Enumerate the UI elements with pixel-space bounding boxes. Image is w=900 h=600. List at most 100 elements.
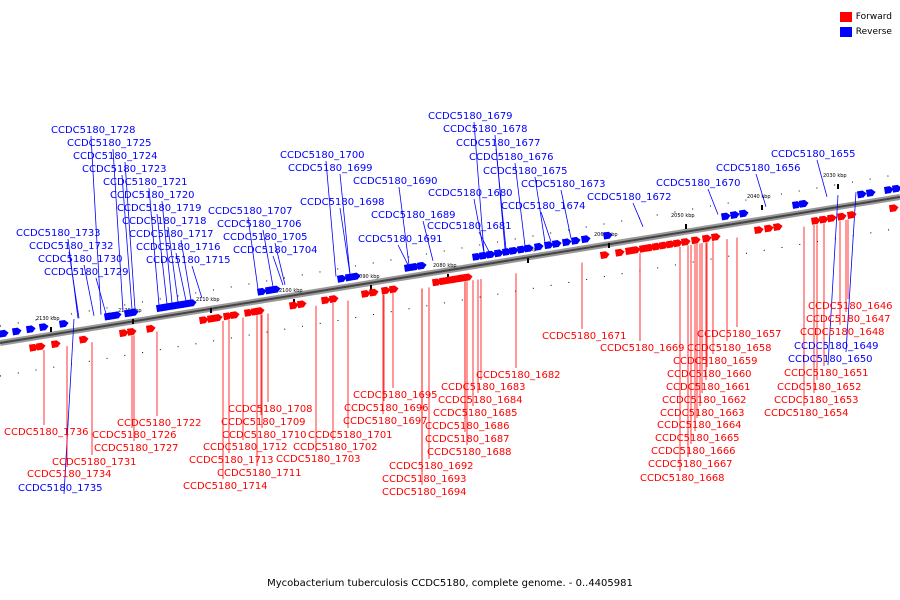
gene-label[interactable]: CCDC5180_1712 — [203, 442, 288, 453]
gene-label[interactable]: CCDC5180_1646 — [808, 301, 893, 312]
reverse-gene-arrow[interactable] — [350, 272, 361, 281]
gene-label[interactable]: CCDC5180_1658 — [687, 343, 772, 354]
reverse-gene-arrow[interactable] — [508, 246, 519, 255]
forward-gene-arrow[interactable] — [614, 248, 625, 257]
reverse-gene-arrow[interactable] — [11, 327, 22, 336]
forward-gene-arrow[interactable] — [222, 312, 233, 321]
gene-label[interactable]: CCDC5180_1718 — [122, 216, 207, 227]
forward-gene-arrow[interactable] — [288, 301, 299, 310]
forward-gene-arrow[interactable] — [431, 278, 442, 287]
forward-gene-arrow[interactable] — [328, 295, 339, 304]
gene-label[interactable]: CCDC5180_1728 — [51, 125, 136, 136]
gene-label[interactable]: CCDC5180_1724 — [73, 151, 158, 162]
gene-label[interactable]: CCDC5180_1736 — [4, 427, 89, 438]
reverse-gene-arrow[interactable] — [865, 189, 876, 197]
forward-gene-arrow[interactable] — [630, 246, 641, 255]
forward-gene-arrow[interactable] — [599, 251, 610, 260]
reverse-gene-arrow[interactable] — [25, 325, 36, 334]
reverse-gene-arrow[interactable] — [186, 299, 197, 308]
forward-gene-arrow[interactable] — [836, 212, 847, 221]
gene-label[interactable]: CCDC5180_1660 — [667, 369, 752, 380]
forward-gene-arrow[interactable] — [753, 226, 764, 235]
gene-label[interactable]: CCDC5180_1664 — [657, 420, 742, 431]
gene-label[interactable]: CCDC5180_1667 — [648, 459, 733, 470]
gene-label[interactable]: CCDC5180_1694 — [382, 487, 467, 498]
gene-label[interactable]: CCDC5180_1665 — [655, 433, 740, 444]
gene-label[interactable]: CCDC5180_1703 — [276, 454, 361, 465]
gene-label[interactable]: CCDC5180_1687 — [425, 434, 510, 445]
forward-gene-arrow[interactable] — [78, 335, 89, 344]
reverse-gene-arrow[interactable] — [570, 236, 581, 245]
reverse-gene-arrow[interactable] — [561, 238, 572, 247]
gene-label[interactable]: CCDC5180_1668 — [640, 473, 725, 484]
gene-label[interactable]: CCDC5180_1717 — [129, 229, 214, 240]
gene-label[interactable]: CCDC5180_1708 — [228, 404, 313, 415]
forward-gene-arrow[interactable] — [254, 307, 265, 316]
reverse-gene-arrow[interactable] — [493, 249, 504, 258]
reverse-gene-arrow[interactable] — [256, 287, 267, 296]
reverse-gene-arrow[interactable] — [602, 231, 613, 240]
gene-label[interactable]: CCDC5180_1678 — [443, 124, 528, 135]
forward-gene-arrow[interactable] — [644, 243, 655, 252]
gene-label[interactable]: CCDC5180_1690 — [353, 176, 438, 187]
reverse-gene-arrow[interactable] — [533, 242, 544, 251]
gene-label[interactable]: CCDC5180_1673 — [521, 179, 606, 190]
forward-gene-arrow[interactable] — [651, 242, 662, 251]
gene-label[interactable]: CCDC5180_1699 — [288, 163, 373, 174]
gene-label[interactable]: CCDC5180_1709 — [221, 417, 306, 428]
forward-gene-arrow[interactable] — [763, 224, 774, 233]
gene-label[interactable]: CCDC5180_1730 — [38, 254, 123, 265]
gene-label[interactable]: CCDC5180_1652 — [777, 382, 862, 393]
reverse-gene-arrow[interactable] — [729, 211, 740, 219]
gene-label[interactable]: CCDC5180_1670 — [656, 178, 741, 189]
gene-label[interactable]: CCDC5180_1697 — [343, 416, 428, 427]
gene-label[interactable]: CCDC5180_1648 — [800, 327, 885, 338]
gene-label[interactable]: CCDC5180_1723 — [82, 164, 167, 175]
forward-gene-arrow[interactable] — [368, 288, 379, 297]
reverse-gene-arrow[interactable] — [270, 285, 281, 294]
gene-label[interactable]: CCDC5180_1702 — [293, 442, 378, 453]
gene-label[interactable]: CCDC5180_1710 — [222, 430, 307, 441]
gene-label[interactable]: CCDC5180_1656 — [716, 163, 801, 174]
reverse-gene-arrow[interactable] — [38, 323, 49, 332]
gene-label[interactable]: CCDC5180_1650 — [788, 354, 873, 365]
gene-label[interactable]: CCDC5180_1685 — [433, 408, 518, 419]
forward-gene-arrow[interactable] — [672, 239, 683, 248]
forward-gene-arrow[interactable] — [388, 285, 399, 294]
forward-gene-arrow[interactable] — [701, 234, 712, 243]
gene-label[interactable]: CCDC5180_1691 — [358, 234, 443, 245]
gene-label[interactable]: CCDC5180_1701 — [308, 430, 393, 441]
forward-gene-arrow[interactable] — [145, 324, 156, 333]
forward-gene-arrow[interactable] — [360, 289, 371, 298]
gene-label[interactable]: CCDC5180_1674 — [501, 201, 586, 212]
gene-label[interactable]: CCDC5180_1700 — [280, 150, 365, 161]
reverse-gene-arrow[interactable] — [856, 190, 867, 199]
gene-label[interactable]: CCDC5180_1733 — [16, 228, 101, 239]
gene-label[interactable]: CCDC5180_1657 — [697, 329, 782, 340]
forward-gene-arrow[interactable] — [320, 296, 331, 305]
forward-gene-arrow[interactable] — [818, 215, 829, 224]
reverse-gene-arrow[interactable] — [523, 244, 534, 253]
reverse-gene-arrow[interactable] — [580, 235, 591, 244]
forward-gene-arrow[interactable] — [690, 236, 701, 245]
gene-label[interactable]: CCDC5180_1692 — [389, 461, 474, 472]
gene-label[interactable]: CCDC5180_1663 — [660, 408, 745, 419]
gene-label[interactable]: CCDC5180_1659 — [673, 356, 758, 367]
gene-label[interactable]: CCDC5180_1704 — [233, 245, 318, 256]
forward-gene-arrow[interactable] — [126, 327, 137, 336]
reverse-gene-arrow[interactable] — [58, 319, 69, 328]
gene-label[interactable]: CCDC5180_1693 — [382, 474, 467, 485]
gene-label[interactable]: CCDC5180_1666 — [651, 446, 736, 457]
forward-gene-arrow[interactable] — [243, 308, 254, 317]
gene-label[interactable]: CCDC5180_1683 — [441, 382, 526, 393]
gene-label[interactable]: CCDC5180_1675 — [483, 166, 568, 177]
forward-gene-arrow[interactable] — [772, 223, 783, 231]
gene-label[interactable]: CCDC5180_1655 — [771, 149, 856, 160]
forward-gene-arrow[interactable] — [462, 273, 473, 282]
gene-label[interactable]: CCDC5180_1684 — [438, 395, 523, 406]
gene-label[interactable]: CCDC5180_1651 — [784, 368, 869, 379]
reverse-gene-arrow[interactable] — [128, 308, 139, 317]
gene-label[interactable]: CCDC5180_1661 — [666, 382, 751, 393]
forward-gene-arrow[interactable] — [680, 238, 691, 246]
reverse-gene-arrow[interactable] — [551, 240, 562, 248]
